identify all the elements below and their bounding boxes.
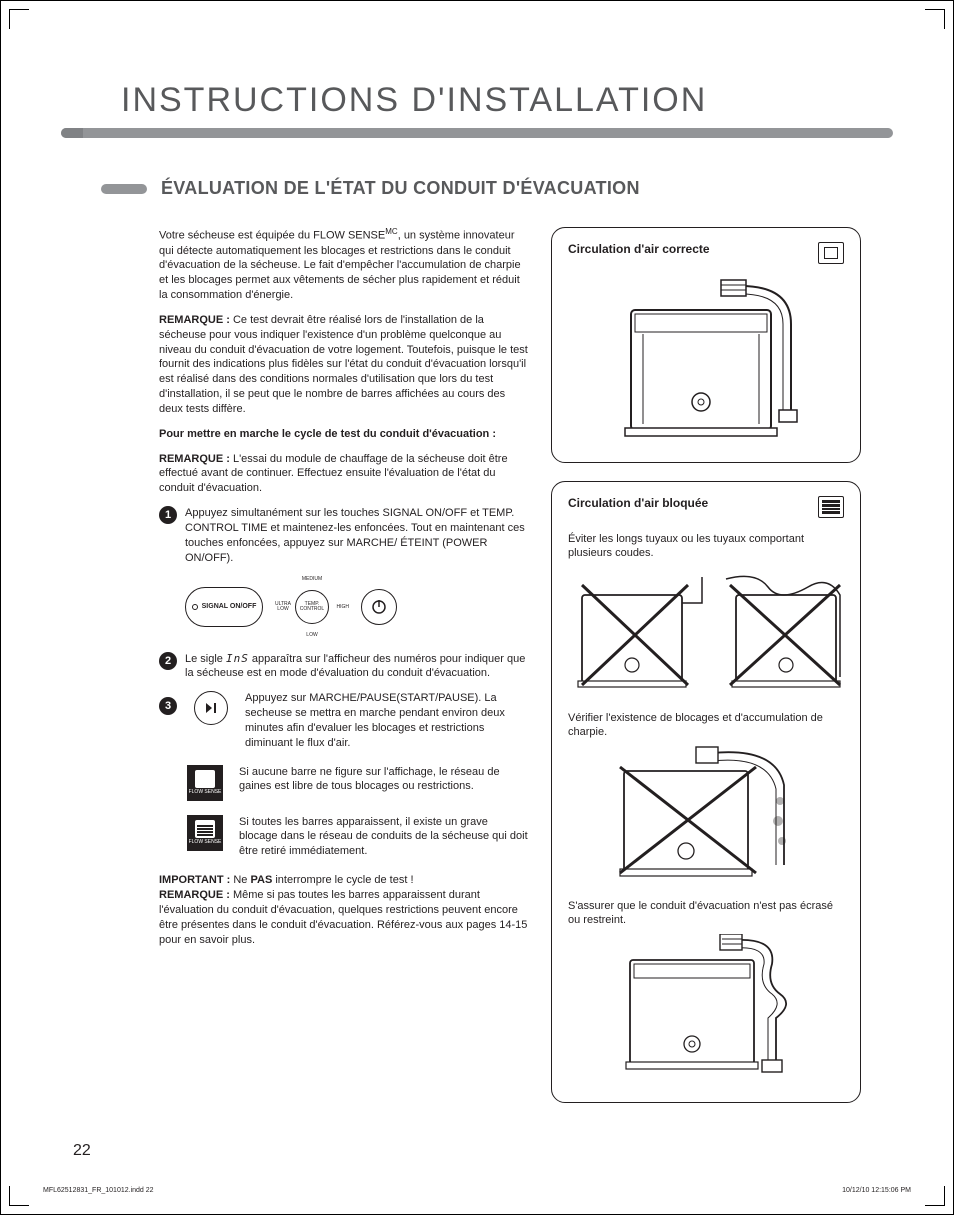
- step-3: 3 Appuyez sur MARCHE/PAUSE(START/PAUSE).…: [159, 691, 529, 750]
- intro-paragraph: Votre sécheuse est équipée du FLOW SENSE…: [159, 227, 529, 303]
- temp-right-label: HIGH: [337, 604, 350, 610]
- signal-label: SIGNAL ON/OFF: [202, 603, 257, 611]
- footer-filename: MFL62512831_FR_101012.indd 22: [43, 1187, 154, 1194]
- intro-sup: MC: [385, 227, 397, 236]
- right-column: Circulation d'air correcte: [551, 227, 861, 1121]
- flow-empty-text: Si aucune barre ne figure sur l'affichag…: [239, 765, 529, 795]
- temp-top-label: MEDIUM: [302, 576, 322, 582]
- temp-bottom-label: LOW: [306, 632, 317, 638]
- step-2-text: Le sigle InS apparaîtra sur l'afficheur …: [185, 652, 529, 682]
- blocked-sub-3: S'assurer que le conduit d'évacuation n'…: [568, 899, 844, 928]
- step-1-text: Appuyez simultanément sur les touches SI…: [185, 506, 529, 565]
- important-pas: PAS: [250, 874, 272, 886]
- remarque-3-label: REMARQUE :: [159, 889, 230, 901]
- blocked-sub-1: Éviter les longs tuyaux ou les tuyaux co…: [568, 532, 844, 561]
- step-3-badge: 3: [159, 697, 177, 715]
- long-duct-diagram: [568, 567, 848, 697]
- step-2-badge: 2: [159, 652, 177, 670]
- dryer-correct-diagram: [591, 274, 821, 444]
- remarque-2-label: REMARQUE :: [159, 453, 230, 465]
- flow-sense-full-icon: FLOW SENSE: [185, 815, 225, 851]
- subheading-cycle: Pour mettre en marche le cycle de test d…: [159, 427, 529, 442]
- control-buttons-illustration: SIGNAL ON/OFF MEDIUM ULTRA LOW HIGH LOW …: [185, 576, 529, 638]
- step-1: 1 Appuyez simultanément sur les touches …: [159, 506, 529, 565]
- correct-airflow-title: Circulation d'air correcte: [568, 242, 710, 256]
- power-icon: [370, 598, 388, 616]
- footer-timestamp: 10/12/10 12:15:06 PM: [842, 1187, 911, 1194]
- remarque-2: REMARQUE : L'essai du module de chauffag…: [159, 452, 529, 497]
- important-label: IMPORTANT :: [159, 874, 230, 886]
- step-2-text-a: Le sigle: [185, 653, 226, 665]
- flow-sense-mini-empty-icon: [818, 242, 844, 264]
- signal-onoff-button: SIGNAL ON/OFF: [185, 587, 263, 627]
- flow-sense-label-1: FLOW SENSE: [189, 790, 222, 795]
- blocked-airflow-title: Circulation d'air bloquée: [568, 496, 708, 510]
- flow-sense-label-2: FLOW SENSE: [189, 840, 222, 845]
- blocked-airflow-box: Circulation d'air bloquée Éviter les lon…: [551, 481, 861, 1103]
- temp-center-label: TEMP. CONTROL: [295, 590, 329, 624]
- correct-airflow-box: Circulation d'air correcte: [551, 227, 861, 463]
- important-text-a: Ne: [230, 874, 250, 886]
- flow-full-text: Si toutes les barres apparaissent, il ex…: [239, 815, 529, 860]
- power-button: [361, 589, 397, 625]
- flow-sense-empty-row: FLOW SENSE Si aucune barre ne figure sur…: [159, 765, 529, 801]
- important-text-b: interrompre le cycle de test !: [272, 874, 413, 886]
- play-pause-icon: [194, 691, 228, 725]
- step-2: 2 Le sigle InS apparaîtra sur l'afficheu…: [159, 652, 529, 682]
- blockage-diagram: [596, 745, 816, 885]
- important-note: IMPORTANT : Ne PAS interrompre le cycle …: [159, 873, 529, 947]
- temp-control-button: MEDIUM ULTRA LOW HIGH LOW TEMP. CONTROL: [277, 576, 347, 638]
- flow-sense-full-row: FLOW SENSE Si toutes les barres apparais…: [159, 815, 529, 860]
- intro-text-a: Votre sécheuse est équipée du FLOW SENSE: [159, 230, 385, 242]
- step-3-text: Appuyez sur MARCHE/PAUSE(START/PAUSE). L…: [245, 691, 529, 750]
- blocked-sub-2: Vérifier l'existence de blocages et d'ac…: [568, 711, 844, 740]
- flow-sense-mini-full-icon: [818, 496, 844, 518]
- step-2-code: InS: [226, 652, 249, 665]
- crushed-duct-diagram: [606, 934, 806, 1084]
- section-pill: [101, 184, 147, 194]
- remarque-1-label: REMARQUE :: [159, 314, 230, 326]
- step-1-badge: 1: [159, 506, 177, 524]
- page-number: 22: [73, 1142, 91, 1160]
- remarque-1-text: Ce test devrait être réalisé lors de l'i…: [159, 314, 528, 415]
- flow-sense-empty-icon: FLOW SENSE: [185, 765, 225, 801]
- temp-left-label: ULTRA LOW: [273, 602, 293, 612]
- play-icon-box: [191, 691, 231, 725]
- remarque-1: REMARQUE : Ce test devrait être réalisé …: [159, 313, 529, 417]
- main-title: INSTRUCTIONS D'INSTALLATION: [121, 81, 893, 120]
- title-divider: [61, 128, 893, 138]
- section-heading: ÉVALUATION DE L'ÉTAT DU CONDUIT D'ÉVACUA…: [161, 178, 640, 199]
- left-column: Votre sécheuse est équipée du FLOW SENSE…: [159, 227, 529, 1121]
